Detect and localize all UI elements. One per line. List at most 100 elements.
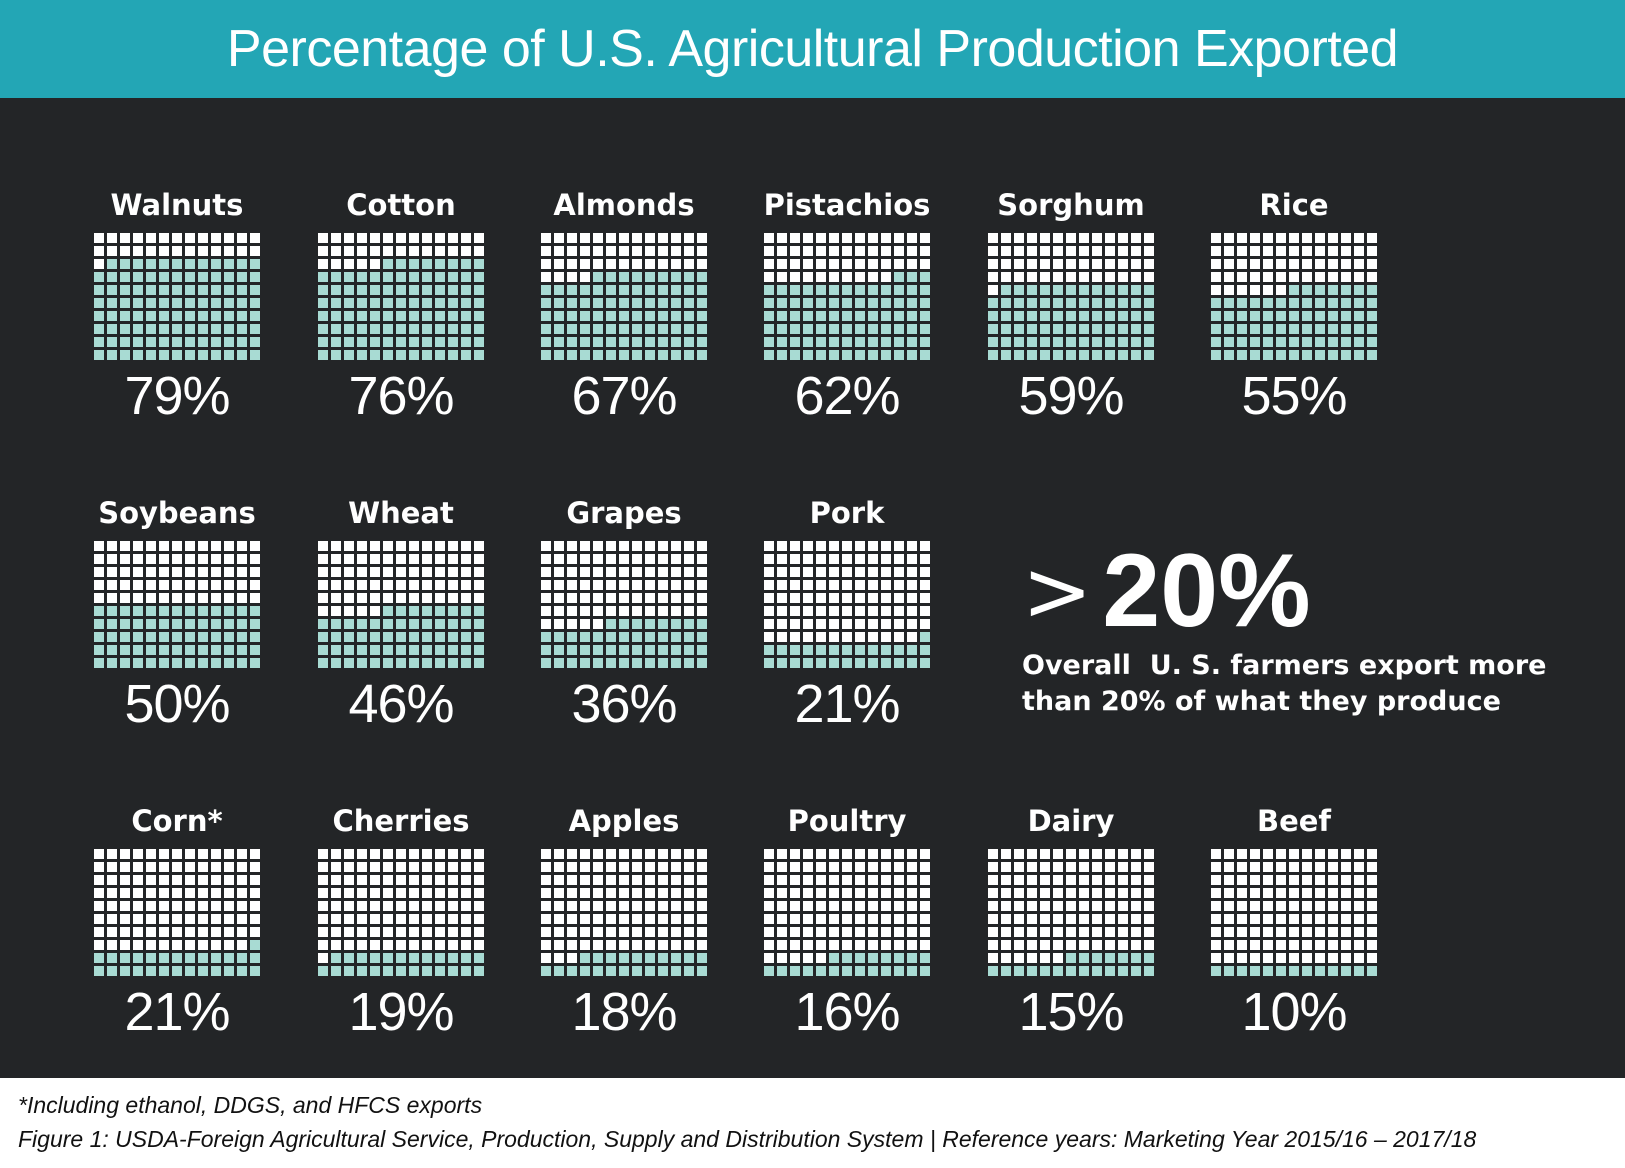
waffle-cell-empty xyxy=(1053,849,1063,859)
waffle-cell-empty xyxy=(855,606,865,616)
waffle-cell-filled xyxy=(185,350,195,360)
waffle-cell-empty xyxy=(1118,849,1128,859)
waffle-cell-filled xyxy=(344,953,354,963)
waffle-cell-filled xyxy=(632,658,642,668)
waffle-cell-empty xyxy=(409,233,419,243)
waffle-cell-empty xyxy=(554,888,564,898)
waffle-cell-filled xyxy=(198,259,208,269)
waffle-cell-filled xyxy=(619,645,629,655)
waffle-cell-empty xyxy=(383,246,393,256)
waffle-cell-filled xyxy=(448,324,458,334)
waffle-cell-empty xyxy=(1092,233,1102,243)
waffle-cell-filled xyxy=(671,658,681,668)
waffle-cell-empty xyxy=(198,567,208,577)
waffle-cell-filled xyxy=(1276,350,1286,360)
waffle-cell-filled xyxy=(94,606,104,616)
waffle-cell-filled xyxy=(1053,337,1063,347)
waffle-cell-empty xyxy=(645,862,655,872)
waffle-cell-empty xyxy=(1027,914,1037,924)
waffle-cell-filled xyxy=(816,324,826,334)
waffle-cell-filled xyxy=(894,311,904,321)
waffle-cell-empty xyxy=(357,606,367,616)
waffle-cell-empty xyxy=(1354,914,1364,924)
waffle-cell-empty xyxy=(855,567,865,577)
waffle-cell-filled xyxy=(474,337,484,347)
waffle-cell-filled xyxy=(422,350,432,360)
waffle-cell-empty xyxy=(541,593,551,603)
waffle-cell-filled xyxy=(1118,953,1128,963)
waffle-cell-filled xyxy=(1211,337,1221,347)
waffle-cell-empty xyxy=(331,862,341,872)
waffle-cell-empty xyxy=(318,259,328,269)
waffle-cell-empty xyxy=(120,246,130,256)
waffle-cell-filled xyxy=(331,619,341,629)
waffle-cell-empty xyxy=(211,875,221,885)
overall-value: 20% xyxy=(1102,533,1311,649)
waffle-cell-filled xyxy=(159,259,169,269)
waffle-cell-empty xyxy=(344,875,354,885)
waffle-cell-empty xyxy=(606,580,616,590)
waffle-cell-filled xyxy=(567,966,577,976)
percent-label: 10% xyxy=(1241,982,1347,1042)
waffle-cell-empty xyxy=(120,554,130,564)
waffle-cell-empty xyxy=(396,554,406,564)
waffle-cell-filled xyxy=(94,311,104,321)
waffle-cell-empty xyxy=(172,541,182,551)
waffle-cell-filled xyxy=(211,272,221,282)
waffle-cell-filled xyxy=(658,272,668,282)
waffle-cell-empty xyxy=(1014,849,1024,859)
waffle-cell-empty xyxy=(250,875,260,885)
waffle-cell-empty xyxy=(881,901,891,911)
waffle-cell-empty xyxy=(133,567,143,577)
waffle-cell-filled xyxy=(331,658,341,668)
waffle-cell-filled xyxy=(1276,337,1286,347)
waffle-cell-filled xyxy=(357,632,367,642)
waffle-cell-empty xyxy=(593,888,603,898)
waffle-cell-empty xyxy=(580,875,590,885)
waffle-cell-empty xyxy=(146,927,156,937)
waffle-cell-empty xyxy=(803,619,813,629)
waffle-cell-filled xyxy=(645,272,655,282)
waffle-cell-filled xyxy=(816,285,826,295)
waffle-cell-filled xyxy=(671,619,681,629)
waffle-cell-filled xyxy=(146,298,156,308)
waffle-cell-empty xyxy=(250,927,260,937)
waffle-cell-filled xyxy=(172,953,182,963)
waffle-cell-empty xyxy=(1276,901,1286,911)
waffle-cell-filled xyxy=(829,966,839,976)
waffle-cell-filled xyxy=(1092,324,1102,334)
waffle-cell-empty xyxy=(1354,272,1364,282)
waffle-cell-filled xyxy=(988,324,998,334)
waffle-cell-empty xyxy=(803,554,813,564)
waffle-cell-empty xyxy=(133,233,143,243)
waffle-cell-filled xyxy=(920,966,930,976)
waffle-cell-filled xyxy=(881,337,891,347)
waffle-cell-empty xyxy=(1118,927,1128,937)
waffle-cell-filled xyxy=(554,966,564,976)
waffle-cell-empty xyxy=(697,875,707,885)
waffle-cell-empty xyxy=(396,914,406,924)
waffle-cell-filled xyxy=(120,966,130,976)
waffle-cell-empty xyxy=(1276,259,1286,269)
waffle-cell-empty xyxy=(567,940,577,950)
waffle-cell-filled xyxy=(632,272,642,282)
waffle-cell-empty xyxy=(211,554,221,564)
waffle-cell-filled xyxy=(198,953,208,963)
waffle-cell-empty xyxy=(554,593,564,603)
waffle-cell-empty xyxy=(474,888,484,898)
waffle-cell-empty xyxy=(764,914,774,924)
waffle-cell-empty xyxy=(764,927,774,937)
waffle-cell-filled xyxy=(318,619,328,629)
waffle-cell-filled xyxy=(1014,350,1024,360)
waffle-cell-empty xyxy=(593,259,603,269)
waffle-cell-empty xyxy=(1001,914,1011,924)
waffle-cell-empty xyxy=(790,259,800,269)
waffle-cell-empty xyxy=(159,914,169,924)
waffle-cell-empty xyxy=(1066,927,1076,937)
waffle-cell-empty xyxy=(1328,246,1338,256)
waffle-cell-empty xyxy=(684,541,694,551)
waffle-cell-empty xyxy=(816,849,826,859)
waffle-cell-empty xyxy=(1341,914,1351,924)
waffle-cell-filled xyxy=(671,632,681,642)
waffle-cell-empty xyxy=(580,580,590,590)
